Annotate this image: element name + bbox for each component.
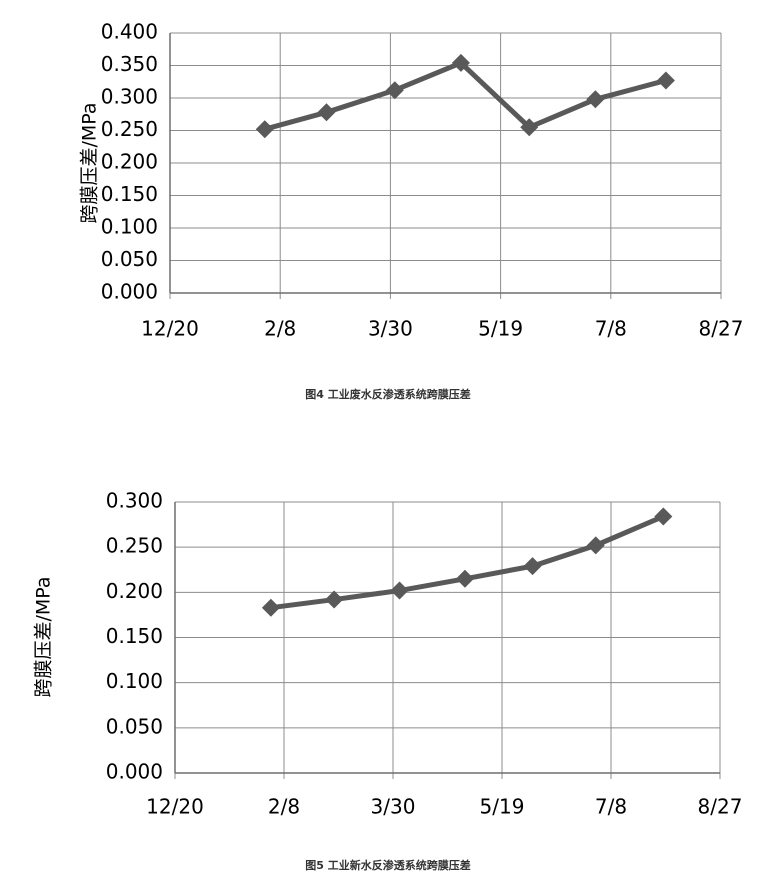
x-tick-label: 8/27 [698, 795, 743, 819]
y-tick-label: 0.300 [106, 489, 163, 513]
y-tick-label: 0.000 [101, 280, 158, 304]
y-tick-label: 0.250 [106, 534, 163, 558]
data-point [654, 507, 673, 526]
data-line [270, 514, 665, 611]
data-point [451, 53, 470, 72]
data-point [255, 120, 274, 139]
y-tick-label: 0.150 [106, 624, 163, 648]
x-tick-label: 3/30 [368, 317, 413, 341]
y-tick-label: 0.050 [106, 714, 163, 738]
y-tick-label: 0.000 [106, 760, 163, 784]
y-axis-label: 跨膜压差/MPa [79, 102, 101, 223]
x-tick-label: 12/20 [141, 317, 199, 341]
data-point [656, 71, 675, 90]
x-tick-label: 7/8 [595, 795, 627, 819]
y-tick-label: 0.400 [101, 20, 158, 44]
y-tick-label: 0.250 [101, 117, 158, 141]
y-tick-label: 0.200 [106, 579, 163, 603]
x-tick-label: 12/20 [146, 795, 204, 819]
data-point [317, 103, 336, 122]
data-point [586, 90, 605, 109]
data-point [586, 536, 605, 555]
caption: 图5 工业新水反渗透系统跨膜压差 [305, 858, 470, 872]
data-point [455, 569, 474, 588]
x-tick-label: 2/8 [264, 317, 296, 341]
x-tick-label: 8/27 [699, 317, 744, 341]
y-axis-label: 跨膜压差/MPa [33, 576, 55, 697]
y-tick-label: 0.100 [106, 669, 163, 693]
data-point [523, 557, 542, 576]
x-tick-label: 5/19 [478, 317, 523, 341]
data-point [520, 118, 539, 137]
caption: 图4 工业废水反渗透系统跨膜压差 [305, 387, 470, 401]
data-point [261, 598, 280, 617]
data-point [385, 81, 404, 100]
y-tick-label: 0.050 [101, 247, 158, 271]
x-tick-label: 7/8 [595, 317, 627, 341]
y-tick-label: 0.200 [101, 150, 158, 174]
x-tick-label: 3/30 [371, 795, 416, 819]
y-tick-label: 0.150 [101, 182, 158, 206]
y-tick-label: 0.350 [101, 52, 158, 76]
x-tick-label: 2/8 [268, 795, 300, 819]
data-point [390, 581, 409, 600]
y-tick-label: 0.100 [101, 215, 158, 239]
y-tick-label: 0.300 [101, 85, 158, 109]
x-tick-label: 5/19 [480, 795, 525, 819]
data-point [325, 590, 344, 609]
